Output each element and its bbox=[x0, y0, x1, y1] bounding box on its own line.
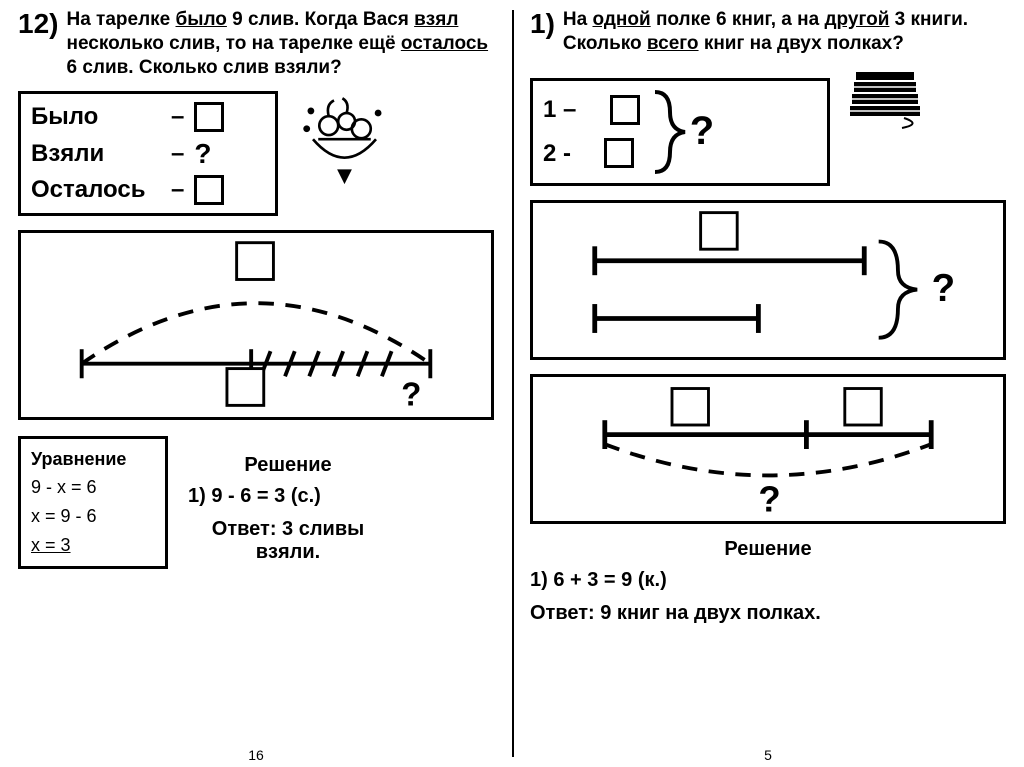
fruit-bowl-icon bbox=[292, 79, 397, 189]
segment-qmark: ? bbox=[932, 267, 956, 310]
dash3: – bbox=[171, 173, 184, 207]
equation-title: Уравнение bbox=[31, 445, 155, 474]
row-was: Было – bbox=[31, 100, 265, 134]
blank-square-r2 bbox=[604, 138, 634, 168]
solution-answer-12: Ответ: 3 сливы взяли. bbox=[188, 518, 388, 564]
blank-square-r1 bbox=[610, 95, 640, 125]
problem12-text: На тарелке было 9 слив. Когда Вася взял … bbox=[66, 8, 494, 79]
problem12-header: 12) На тарелке было 9 слив. Когда Вася в… bbox=[18, 8, 494, 79]
combined-diagram-1: ? bbox=[530, 374, 1006, 524]
row-took: Взяли – ? bbox=[31, 134, 265, 173]
solution-12: Решение 1) 9 - 6 = 3 (с.) Ответ: 3 сливы… bbox=[188, 454, 388, 564]
solution-step-12: 1) 9 - 6 = 3 (с.) bbox=[188, 485, 388, 508]
segment-diagram-1: ? bbox=[530, 200, 1006, 360]
diagram12-qmark: ? bbox=[401, 375, 421, 412]
label-took: Взяли bbox=[31, 137, 161, 171]
dash1: – bbox=[171, 100, 184, 134]
eq-line3: x = 3 bbox=[31, 531, 155, 560]
label-left: Осталось bbox=[31, 173, 161, 207]
row-shelf2: 2 - bbox=[543, 137, 640, 171]
row-left: Осталось – bbox=[31, 173, 265, 207]
label-shelf2: 2 - bbox=[543, 137, 571, 171]
problem-number-1: 1) bbox=[530, 8, 555, 40]
solution-1: Решение 1) 6 + 3 = 9 (к.) Ответ: 9 книг … bbox=[530, 538, 1006, 625]
dash2: – bbox=[171, 137, 184, 171]
qmark-took: ? bbox=[194, 134, 211, 173]
blank-square-1 bbox=[194, 102, 224, 132]
short-record-box-12: Было – Взяли – ? Осталось – bbox=[18, 91, 278, 215]
equation-box: Уравнение 9 - x = 6 x = 9 - 6 x = 3 bbox=[18, 436, 168, 569]
solution-title-12: Решение bbox=[188, 454, 388, 477]
blank-square-2 bbox=[194, 175, 224, 205]
solution-step-1: 1) 6 + 3 = 9 (к.) bbox=[530, 569, 1006, 592]
page-num-right: 5 bbox=[764, 747, 772, 763]
brace-icon-1 bbox=[650, 87, 690, 177]
arc-diagram-12: ? bbox=[18, 230, 494, 420]
page-num-left: 16 bbox=[248, 747, 264, 763]
right-column: 1) На одной полке 6 книг, а на другой 3 … bbox=[512, 0, 1024, 767]
label-shelf1: 1 – bbox=[543, 93, 576, 127]
label-was: Было bbox=[31, 100, 161, 134]
eq-line1: 9 - x = 6 bbox=[31, 473, 155, 502]
problem-number-12: 12) bbox=[18, 8, 58, 40]
books-icon bbox=[842, 66, 932, 136]
eq-line2: x = 9 - 6 bbox=[31, 502, 155, 531]
row-shelf1: 1 – bbox=[543, 93, 640, 127]
solution-answer-1: Ответ: 9 книг на двух полках. bbox=[530, 602, 1006, 625]
combined-qmark: ? bbox=[758, 478, 780, 519]
left-column: 12) На тарелке было 9 слив. Когда Вася в… bbox=[0, 0, 512, 767]
solution-title-1: Решение bbox=[530, 538, 1006, 561]
short-record-box-1: 1 – 2 - ? bbox=[530, 78, 830, 186]
problem1-text: На одной полке 6 книг, а на другой 3 кни… bbox=[563, 8, 1006, 56]
problem1-header: 1) На одной полке 6 книг, а на другой 3 … bbox=[530, 8, 1006, 56]
short-record-qmark: ? bbox=[690, 109, 714, 154]
